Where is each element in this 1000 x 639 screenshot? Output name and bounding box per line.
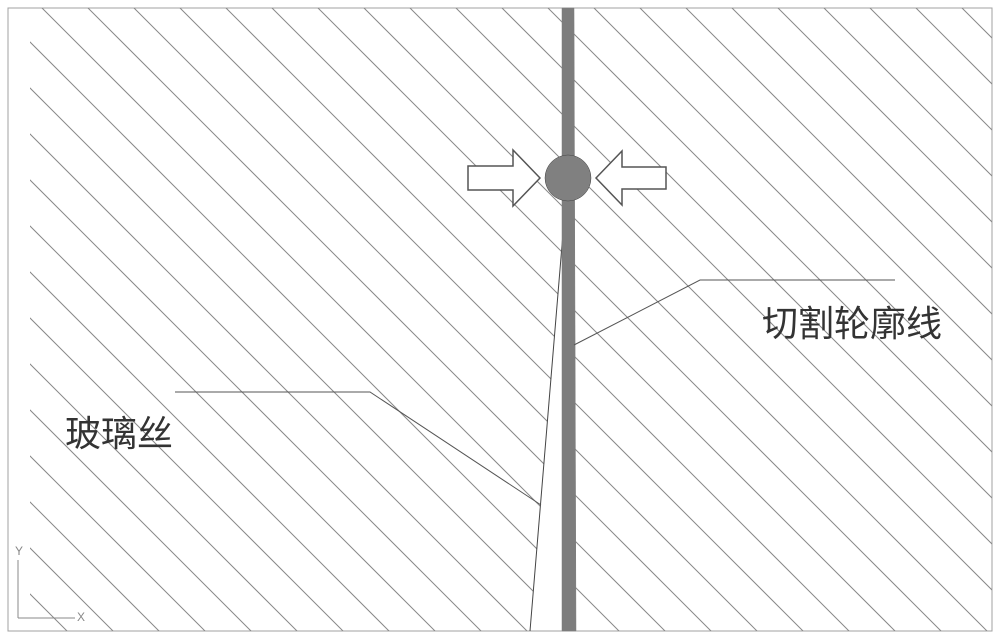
cut-contour-line [562,8,576,631]
diagram-stage: 玻璃丝 切割轮廓线 Y X [0,0,1000,639]
cutter-circle [545,155,591,201]
label-glass-wire: 玻璃丝 [65,405,173,457]
label-cut-contour: 切割轮廓线 [762,295,942,347]
axis-x-label: X [77,610,85,624]
axis-y-label: Y [15,544,23,558]
leader-glass-wire [175,392,541,505]
glass-wire-left-edge [530,185,567,631]
arrow-left-icon [468,150,540,206]
